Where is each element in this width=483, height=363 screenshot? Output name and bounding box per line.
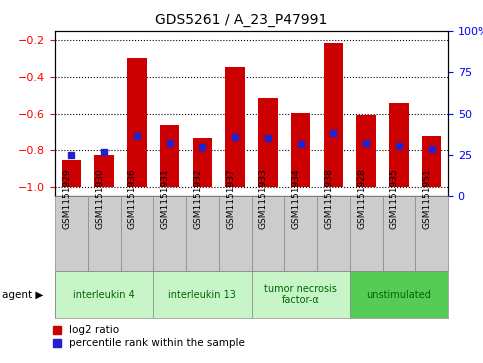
Text: GSM1151928: GSM1151928	[357, 168, 366, 229]
Text: interleukin 13: interleukin 13	[169, 290, 236, 299]
Text: GSM1151932: GSM1151932	[193, 168, 202, 229]
Bar	[61, 160, 81, 187]
Bar	[160, 126, 180, 187]
Bar	[94, 155, 114, 187]
Bar	[350, 196, 383, 271]
Text: GSM1151929: GSM1151929	[62, 168, 71, 229]
Text: GSM1151938: GSM1151938	[325, 168, 333, 229]
Bar	[291, 113, 311, 187]
Bar	[153, 271, 252, 318]
Bar	[356, 115, 376, 187]
Bar	[422, 135, 441, 187]
Bar	[389, 103, 409, 187]
Text: GDS5261 / A_23_P47991: GDS5261 / A_23_P47991	[156, 13, 327, 27]
Text: GSM1151934: GSM1151934	[292, 168, 300, 229]
Bar	[88, 196, 120, 271]
Bar	[120, 196, 153, 271]
Bar	[350, 271, 448, 318]
Bar	[225, 67, 245, 187]
Bar	[284, 196, 317, 271]
Text: GSM1151930: GSM1151930	[95, 168, 104, 229]
Text: GSM1151933: GSM1151933	[259, 168, 268, 229]
Text: agent ▶: agent ▶	[2, 290, 44, 299]
Bar	[55, 196, 88, 271]
Text: GSM1151935: GSM1151935	[390, 168, 399, 229]
Bar	[317, 196, 350, 271]
Bar	[55, 271, 153, 318]
Text: GSM1151937: GSM1151937	[226, 168, 235, 229]
Bar	[258, 98, 278, 187]
Bar	[193, 138, 212, 187]
Bar	[252, 271, 350, 318]
Text: interleukin 4: interleukin 4	[73, 290, 135, 299]
Text: GSM1151936: GSM1151936	[128, 168, 137, 229]
Text: GSM1151951: GSM1151951	[423, 168, 432, 229]
Text: tumor necrosis
factor-α: tumor necrosis factor-α	[264, 284, 337, 305]
Bar	[127, 58, 147, 187]
Text: unstimulated: unstimulated	[367, 290, 431, 299]
Bar	[219, 196, 252, 271]
Bar	[324, 43, 343, 187]
Bar	[153, 196, 186, 271]
Legend: log2 ratio, percentile rank within the sample: log2 ratio, percentile rank within the s…	[51, 323, 247, 351]
Bar	[252, 196, 284, 271]
Text: GSM1151931: GSM1151931	[161, 168, 170, 229]
Bar	[186, 196, 219, 271]
Bar	[415, 196, 448, 271]
Bar	[383, 196, 415, 271]
